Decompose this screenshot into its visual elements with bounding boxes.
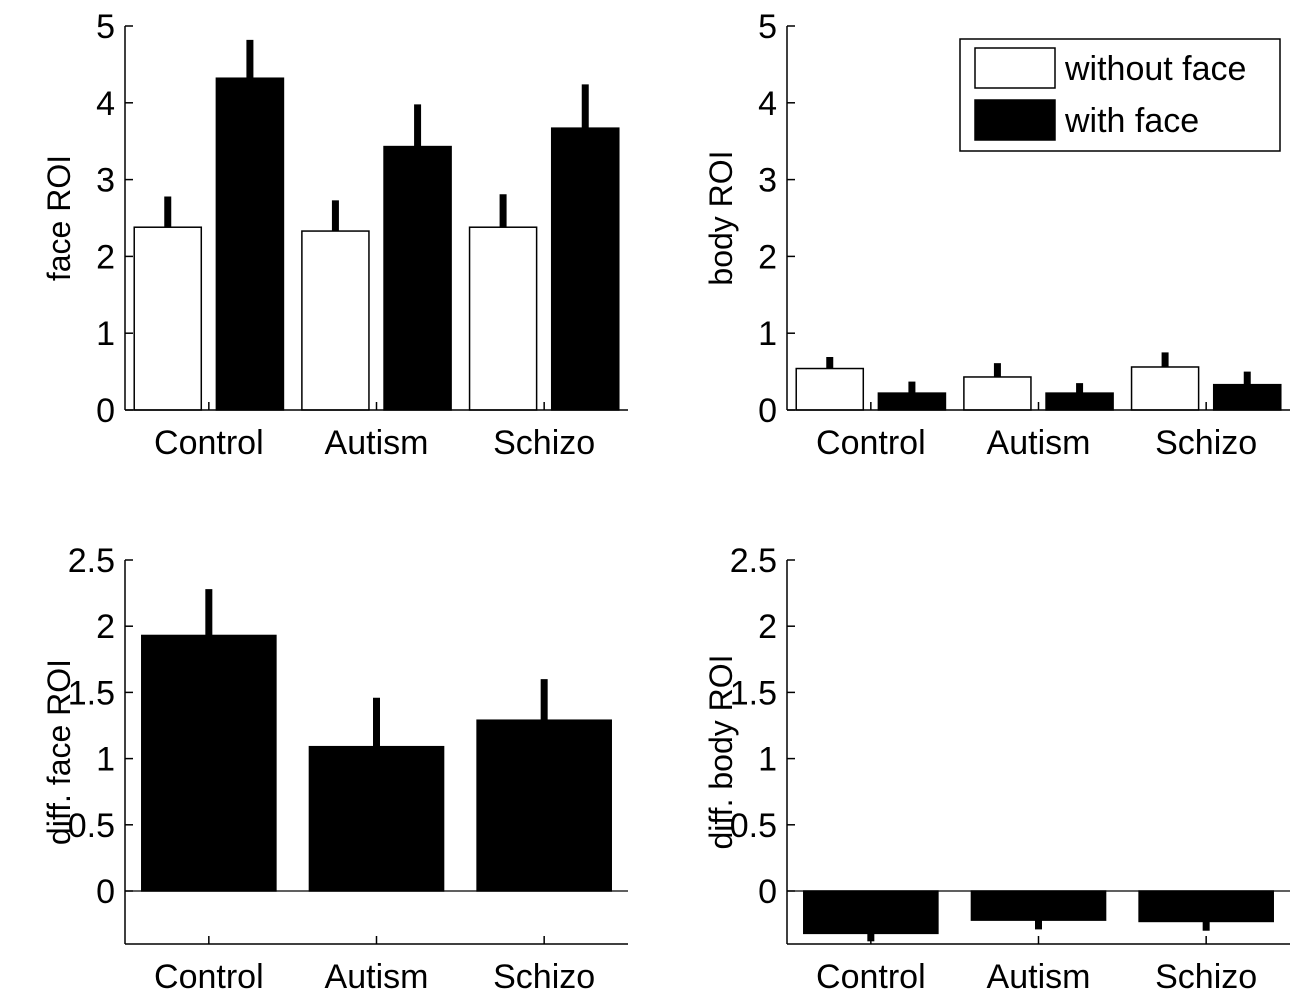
y-tick-label: 2 bbox=[758, 238, 777, 276]
y-tick-label: 0 bbox=[96, 873, 115, 911]
y-tick-label: 1 bbox=[758, 315, 777, 353]
x-tick-label-schizo: Schizo bbox=[493, 424, 595, 462]
y-tick-label: 2 bbox=[758, 608, 777, 646]
legend: without face with face bbox=[959, 38, 1281, 152]
chart-panel-1: 0 1 2 3 4 5 Control Autism Schizo face ROI bbox=[41, 8, 628, 462]
y-tick-label: 0.5 bbox=[68, 807, 115, 845]
y-tick-label: 2.5 bbox=[68, 542, 115, 580]
x-tick-label-autism: Autism bbox=[987, 424, 1091, 462]
y-tick-label: 1.5 bbox=[68, 674, 115, 712]
bar-schizo-series-2 bbox=[550, 127, 620, 411]
bar-autism-series-1 bbox=[301, 230, 370, 411]
bar-schizo-series-1 bbox=[468, 226, 538, 411]
bar-control-series-2 bbox=[877, 392, 947, 411]
legend-swatch-1 bbox=[974, 47, 1056, 89]
bar-schizo-series-1 bbox=[476, 719, 612, 892]
bar-control-series-1 bbox=[141, 634, 277, 892]
y-tick-label: 5 bbox=[758, 8, 777, 46]
x-tick-label-autism: Autism bbox=[325, 424, 429, 462]
y-tick-label: 4 bbox=[96, 85, 115, 123]
bar-control-series-2 bbox=[215, 77, 285, 411]
chart-panel-2: 0 1 2 3 4 5 Control Autism Schizo body ROI without… bbox=[703, 8, 1290, 462]
y-tick-label: 2 bbox=[96, 608, 115, 646]
x-tick-label-control: Control bbox=[816, 958, 926, 996]
bar-schizo-series-1 bbox=[1138, 890, 1274, 923]
x-tick-label-schizo: Schizo bbox=[1155, 424, 1257, 462]
bar-control-series-1 bbox=[133, 226, 203, 411]
x-tick-label-schizo: Schizo bbox=[1155, 958, 1257, 996]
legend-label-1: without face bbox=[1064, 50, 1246, 88]
y-axis-label: body ROI bbox=[703, 150, 739, 285]
bar-control-series-1 bbox=[795, 367, 865, 411]
y-tick-label: 0 bbox=[758, 873, 777, 911]
legend-swatch-2 bbox=[974, 99, 1056, 141]
y-tick-label: 5 bbox=[96, 8, 115, 46]
bar-autism-series-1 bbox=[963, 376, 1032, 411]
bar-schizo-series-2 bbox=[1212, 383, 1282, 411]
bar-schizo-series-1 bbox=[1130, 366, 1200, 411]
x-tick-label-schizo: Schizo bbox=[493, 958, 595, 996]
y-axis-label: diff. body ROI bbox=[703, 654, 739, 849]
y-tick-label: 1 bbox=[758, 741, 777, 779]
y-tick-label: 0 bbox=[96, 392, 115, 430]
legend-label-2: with face bbox=[1064, 102, 1199, 140]
bar-autism-series-2 bbox=[383, 145, 452, 411]
y-tick-label: 1 bbox=[96, 741, 115, 779]
y-tick-label: 2.5 bbox=[730, 542, 777, 580]
chart-panel-3: 0 0.5 1 1.5 2 2.5 Control Autism Schizo diff. fac… bbox=[41, 542, 628, 996]
bar-control-series-1 bbox=[803, 890, 939, 935]
y-tick-label: 1.5 bbox=[730, 674, 777, 712]
chart-panel-4: 0 0.5 1 1.5 2 2.5 Control Autism Schizo diff. bod… bbox=[703, 542, 1290, 996]
y-axis-label: face ROI bbox=[41, 155, 77, 281]
y-tick-label: 0 bbox=[758, 392, 777, 430]
y-tick-label: 0.5 bbox=[730, 807, 777, 845]
y-tick-label: 4 bbox=[758, 85, 777, 123]
bar-autism-series-1 bbox=[308, 745, 445, 892]
y-tick-label: 2 bbox=[96, 238, 115, 276]
x-tick-label-control: Control bbox=[154, 958, 264, 996]
x-tick-label-autism: Autism bbox=[325, 958, 429, 996]
bar-autism-series-1 bbox=[970, 890, 1107, 921]
y-tick-label: 3 bbox=[96, 162, 115, 200]
x-tick-label-control: Control bbox=[816, 424, 926, 462]
y-tick-label: 3 bbox=[758, 162, 777, 200]
bar-autism-series-2 bbox=[1045, 392, 1114, 411]
x-tick-label-autism: Autism bbox=[987, 958, 1091, 996]
y-axis-label: diff. face ROI bbox=[41, 659, 77, 845]
x-tick-label-control: Control bbox=[154, 424, 264, 462]
y-tick-label: 1 bbox=[96, 315, 115, 353]
